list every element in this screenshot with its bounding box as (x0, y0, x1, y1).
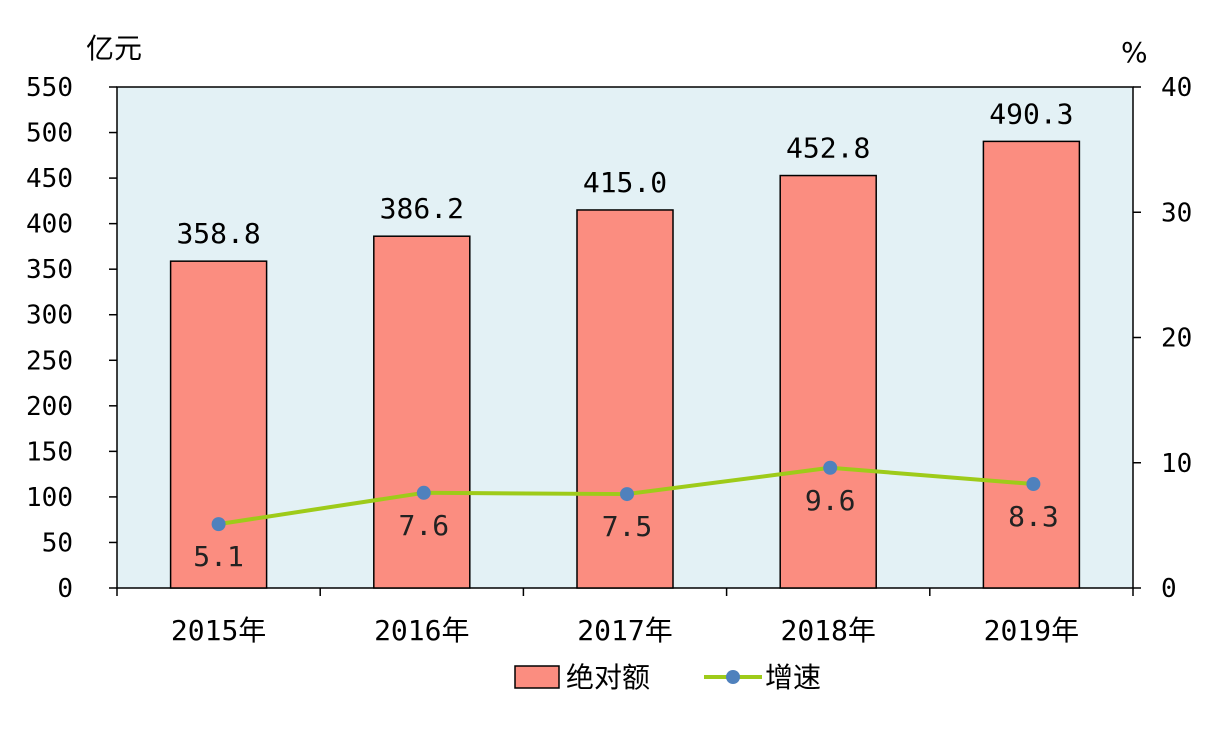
bars: 358.8 386.2 415.0 452.8 490.3 (169, 97, 1081, 589)
growth-value-label: 7.5 (602, 510, 653, 543)
left-tick-label: 450 (26, 164, 73, 194)
growth-value-label: 5.1 (193, 540, 244, 573)
bar (982, 140, 1081, 589)
x-category-label: 2016年 (374, 614, 469, 647)
bar-value-label: 358.8 (176, 217, 260, 250)
growth-point (416, 485, 431, 500)
x-category-label: 2017年 (577, 614, 672, 647)
bar (779, 174, 877, 589)
left-axis: 0 50 100 150 200 250 300 350 400 450 500 550 (26, 73, 117, 604)
left-tick-label: 250 (26, 346, 73, 376)
right-tick-label: 0 (1161, 574, 1177, 604)
left-tick-label: 150 (26, 437, 73, 467)
right-tick-label: 20 (1161, 324, 1192, 354)
left-tick-label: 550 (26, 73, 73, 103)
left-tick-label: 350 (26, 255, 73, 285)
growth-point (823, 460, 838, 475)
right-axis-unit: % (1121, 36, 1148, 69)
bar (373, 235, 471, 589)
x-category-label: 2018年 (780, 614, 875, 647)
right-axis: 0 10 20 30 40 (1133, 73, 1192, 604)
growth-point (211, 517, 226, 532)
bar-value-label: 415.0 (583, 166, 667, 199)
legend-line-marker (726, 670, 740, 684)
x-category-label: 2019年 (984, 614, 1079, 647)
bar-value-label: 490.3 (989, 97, 1073, 130)
growth-value-label: 7.6 (399, 509, 450, 542)
left-tick-label: 500 (26, 119, 73, 149)
growth-value-label: 8.3 (1008, 500, 1059, 533)
legend-bar-swatch (514, 665, 560, 689)
right-tick-label: 10 (1161, 449, 1192, 479)
left-tick-label: 200 (26, 392, 73, 422)
bar (169, 260, 268, 589)
growth-point (620, 487, 634, 502)
growth-line-series: 5.1 7.6 7.5 9.6 8.3 (193, 460, 1059, 573)
left-tick-label: 0 (57, 574, 73, 604)
bar-value-label: 452.8 (786, 132, 870, 165)
right-tick-label: 40 (1161, 73, 1192, 103)
left-tick-label: 100 (26, 483, 73, 513)
left-axis-unit: 亿元 (86, 32, 142, 65)
legend: 绝对额 增速 (514, 661, 821, 694)
bar-value-label: 386.2 (380, 192, 464, 225)
left-tick-label: 400 (26, 210, 73, 240)
growth-point (1026, 477, 1041, 492)
right-tick-label: 30 (1161, 198, 1192, 228)
growth-value-label: 9.6 (805, 484, 856, 517)
left-tick-label: 50 (42, 528, 73, 558)
left-tick-label: 300 (26, 301, 73, 331)
x-category-label: 2015年 (171, 614, 266, 647)
x-axis: 2015年 2016年 2017年 2018年 2019年 (116, 588, 1134, 647)
bar (576, 209, 674, 589)
legend-line-label: 增速 (765, 661, 821, 694)
legend-bar-label: 绝对额 (566, 661, 650, 694)
